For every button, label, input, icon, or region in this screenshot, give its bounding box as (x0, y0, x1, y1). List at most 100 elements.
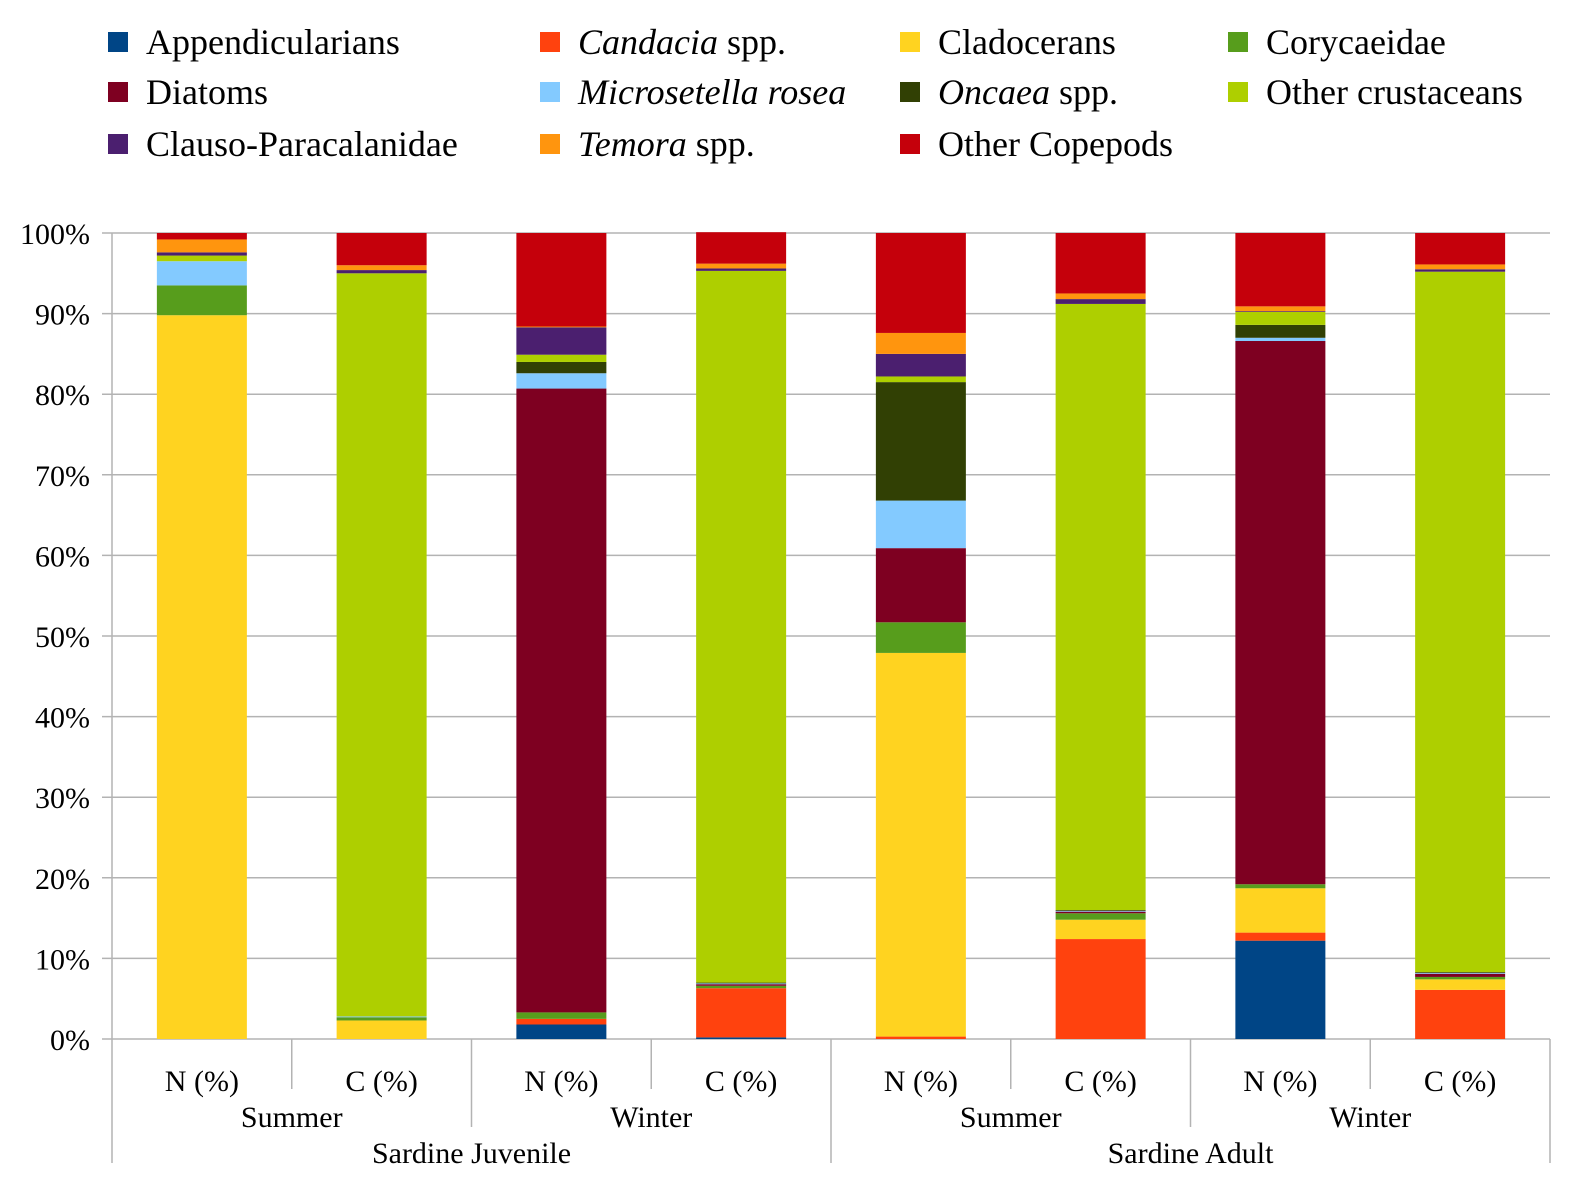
legend-item-clauso-paracalanidae: Clauso-Paracalanidae (108, 126, 458, 162)
legend-label: Corycaeidae (1266, 24, 1446, 60)
legend-swatch (540, 32, 560, 52)
bar-segment-temora-spp (1415, 264, 1506, 270)
legend-label-text: Corycaeidae (1266, 22, 1446, 62)
y-tick-label: 20% (35, 863, 90, 896)
bar-segment-microsetella-rosea (336, 1016, 427, 1018)
legend-swatch (540, 134, 560, 154)
group-label: Sardine Juvenile (372, 1137, 571, 1170)
y-tick-label: 70% (35, 460, 90, 493)
bar-segment-oncaea-spp (875, 382, 966, 501)
bar-segment-microsetella-rosea (1415, 972, 1506, 974)
legend-label-text: spp. (686, 124, 755, 164)
bar-segment-oncaea-spp (516, 361, 607, 374)
y-tick-label: 30% (35, 782, 90, 815)
legend-item-other-copepods: Other Copepods (900, 126, 1173, 162)
legend-label-italic: Candacia (578, 22, 718, 62)
legend-swatch (540, 82, 560, 102)
x-tick-label: N (%) (524, 1065, 598, 1098)
bar-segment-cladocerans (1235, 888, 1326, 933)
bar-segment-other-crustaceans (1415, 271, 1506, 973)
bar-segment-oncaea-spp (696, 982, 787, 984)
y-tick-label: 60% (35, 540, 90, 573)
legend-label: Oncaea spp. (938, 74, 1118, 110)
bar-segment-corycaeidae (1055, 913, 1146, 920)
bar-segment-candacia-spp (1055, 939, 1146, 1039)
legend-label-text: Other crustaceans (1266, 72, 1523, 112)
bar-segment-other-crustaceans (516, 354, 607, 362)
legend-item-oncaea-spp: Oncaea spp. (900, 74, 1118, 110)
legend-item-microsetella-rosea: Microsetella rosea (540, 74, 846, 110)
legend-label: Diatoms (146, 74, 268, 110)
bar-segment-microsetella-rosea (875, 500, 966, 549)
bar-segment-temora-spp (1235, 306, 1326, 312)
bar-segment-corycaeidae (1235, 884, 1326, 889)
legend-swatch (108, 134, 128, 154)
legend-swatch (108, 82, 128, 102)
bar-segment-other-crustaceans (875, 376, 966, 383)
bar-segment-candacia-spp (516, 1018, 607, 1025)
bar-segment-appendicularians (696, 1037, 787, 1039)
legend-item-cladocerans: Cladocerans (900, 24, 1116, 60)
legend-label: Temora spp. (578, 126, 755, 162)
bar-segment-cladocerans (336, 1020, 427, 1039)
legend-label-text: Appendicularians (146, 22, 400, 62)
bar-segment-other-copepods (696, 232, 787, 264)
x-axis: N (%) C (%) N (%) C (%) N (%) C (%) N (%) C (%)… (111, 1039, 1551, 1170)
legend-label: Other Copepods (938, 126, 1173, 162)
gridlines (102, 232, 1550, 1040)
bar-segment-corycaeidae (1415, 976, 1506, 980)
bar-segment-clauso-paracalanidae (875, 353, 966, 377)
bar-segment-temora-spp (875, 332, 966, 354)
bar-segment-other-copepods (1235, 233, 1326, 307)
bar-segment-other-crustaceans (1235, 311, 1326, 325)
bar-segment-temora-spp (516, 326, 607, 328)
bar-segment-cladocerans (1415, 979, 1506, 990)
legend-label-text: Clauso-Paracalanidae (146, 124, 458, 164)
legend-swatch (900, 82, 920, 102)
legend-label-text: spp. (718, 22, 787, 62)
bar-segment-diatoms (1415, 973, 1506, 977)
bar-segment-corycaeidae (156, 285, 247, 316)
bar-segment-cladocerans (875, 652, 966, 1037)
bar-segment-oncaea-spp (1235, 324, 1326, 338)
legend-label-text: Other Copepods (938, 124, 1173, 164)
x-tick-label: C (%) (345, 1065, 417, 1098)
bar-segment-microsetella-rosea (1235, 337, 1326, 342)
bar-segment-cladocerans (1055, 919, 1146, 940)
bar-segment-clauso-paracalanidae (1235, 311, 1326, 312)
legend-item-diatoms: Diatoms (108, 74, 268, 110)
bar-segment-candacia-spp (1415, 989, 1506, 1039)
bar-segment-clauso-paracalanidae (156, 252, 247, 256)
legend-swatch (900, 134, 920, 154)
bar-segment-microsetella-rosea (156, 261, 247, 286)
bar-segment-diatoms (516, 388, 607, 1013)
legend-item-corycaeidae: Corycaeidae (1228, 24, 1446, 60)
bar-segment-other-copepods (1055, 233, 1146, 294)
x-tick-label: N (%) (884, 1065, 958, 1098)
bar-segment-other-crustaceans (1055, 303, 1146, 911)
bar-segment-microsetella-rosea (516, 373, 607, 389)
bar-segment-microsetella-rosea (1055, 910, 1146, 912)
y-tick-label: 90% (35, 299, 90, 332)
legend-label-italic: Microsetella rosea (578, 72, 847, 112)
bar-segment-other-copepods (156, 233, 247, 240)
bar-segment-corycaeidae (875, 622, 966, 653)
legend-label-text: Cladocerans (938, 22, 1116, 62)
y-tick-label: 40% (35, 702, 90, 735)
bar-segment-oncaea-spp (1055, 910, 1146, 911)
bar-segment-diatoms (875, 548, 966, 623)
bar-segment-other-copepods (1415, 233, 1506, 265)
bar-segment-diatoms (1055, 911, 1146, 914)
legend-swatch (900, 32, 920, 52)
group-label: Sardine Adult (1108, 1137, 1274, 1170)
bar-segment-temora-spp (336, 265, 427, 271)
y-tick-label: 50% (35, 621, 90, 654)
y-tick-label: 100% (20, 218, 90, 251)
bar-segment-temora-spp (1055, 293, 1146, 300)
bar-segment-clauso-paracalanidae (516, 327, 607, 355)
bar-segment-candacia-spp (1235, 932, 1326, 941)
bar-segment-candacia-spp (696, 988, 787, 1038)
bar-segment-temora-spp (156, 239, 247, 253)
bar-segment-diatoms (1235, 341, 1326, 885)
